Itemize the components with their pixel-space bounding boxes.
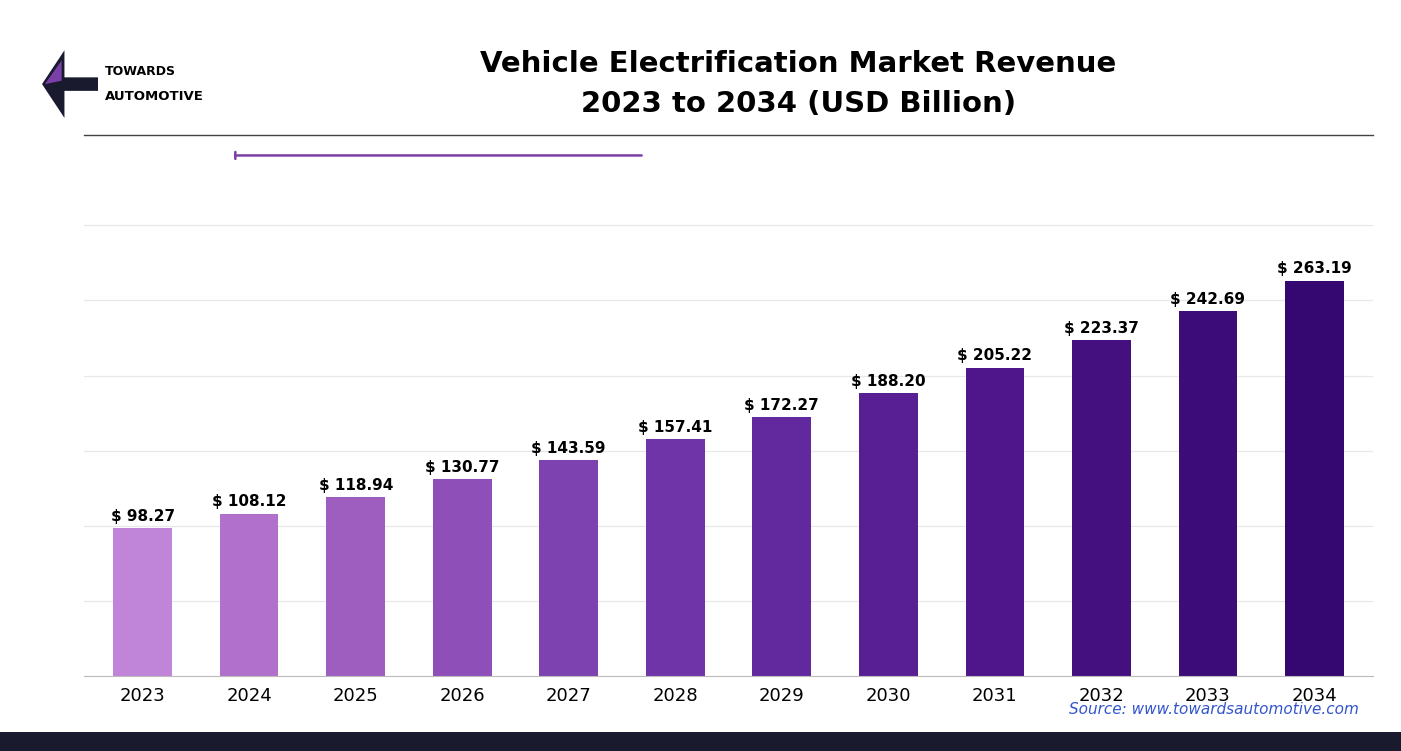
Bar <box>859 394 918 676</box>
Bar <box>1285 281 1344 676</box>
Text: $ 205.22: $ 205.22 <box>957 348 1033 363</box>
Bar <box>1072 340 1131 676</box>
Bar <box>433 479 492 676</box>
Bar <box>539 460 598 676</box>
Text: Vehicle Electrification Market Revenue: Vehicle Electrification Market Revenue <box>481 50 1117 78</box>
Text: AUTOMOTIVE: AUTOMOTIVE <box>105 89 205 103</box>
Polygon shape <box>42 50 98 118</box>
Text: $ 242.69: $ 242.69 <box>1170 292 1245 307</box>
Text: $ 263.19: $ 263.19 <box>1278 261 1352 276</box>
Text: $ 172.27: $ 172.27 <box>744 397 820 412</box>
Bar <box>113 528 172 676</box>
Text: $ 223.37: $ 223.37 <box>1063 321 1139 336</box>
Bar <box>326 497 385 676</box>
Bar <box>220 514 279 676</box>
Text: $ 188.20: $ 188.20 <box>850 374 926 389</box>
Text: $ 143.59: $ 143.59 <box>531 441 607 456</box>
Bar <box>752 417 811 676</box>
Text: $ 130.77: $ 130.77 <box>425 460 500 475</box>
Text: $ 118.94: $ 118.94 <box>318 478 392 493</box>
Bar <box>965 368 1024 676</box>
Text: Source: www.towardsautomotive.com: Source: www.towardsautomotive.com <box>1069 702 1359 717</box>
Text: TOWARDS: TOWARDS <box>105 65 177 78</box>
Bar <box>1178 312 1237 676</box>
Text: $ 157.41: $ 157.41 <box>637 420 713 435</box>
Text: $ 98.27: $ 98.27 <box>111 508 175 523</box>
Bar <box>646 439 705 676</box>
Text: 2023 to 2034 (USD Billion): 2023 to 2034 (USD Billion) <box>581 89 1016 118</box>
Text: $ 108.12: $ 108.12 <box>212 494 286 509</box>
Polygon shape <box>45 61 62 84</box>
